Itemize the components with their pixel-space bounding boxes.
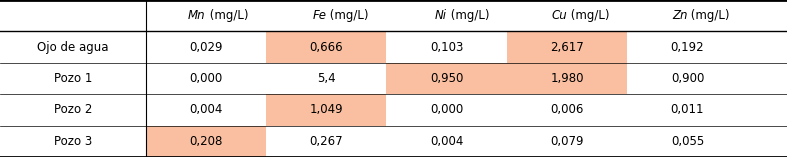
Text: 0,004: 0,004 (189, 103, 223, 116)
Text: Zn: Zn (672, 9, 688, 22)
Text: 0,666: 0,666 (309, 41, 343, 54)
Text: 1,980: 1,980 (550, 72, 584, 85)
Text: Pozo 1: Pozo 1 (54, 72, 92, 85)
Text: 2,617: 2,617 (550, 41, 584, 54)
Text: Mn: Mn (188, 9, 206, 22)
Text: Fe: Fe (312, 9, 327, 22)
Bar (507, 31, 627, 63)
Text: 5,4: 5,4 (317, 72, 335, 85)
Text: 0,900: 0,900 (671, 72, 704, 85)
Text: 0,103: 0,103 (430, 41, 464, 54)
Text: 0,004: 0,004 (430, 135, 464, 148)
Bar (266, 31, 386, 63)
Text: (mg/L): (mg/L) (688, 9, 730, 22)
Text: Pozo 3: Pozo 3 (54, 135, 92, 148)
Text: 0,267: 0,267 (309, 135, 343, 148)
Bar (266, 94, 386, 126)
Text: Cu: Cu (551, 9, 567, 22)
Text: (mg/L): (mg/L) (206, 9, 249, 22)
Text: (mg/L): (mg/L) (327, 9, 369, 22)
Text: Ni: Ni (434, 9, 447, 22)
Text: 0,055: 0,055 (671, 135, 704, 148)
Text: Ojo de agua: Ojo de agua (37, 41, 109, 54)
Text: 0,000: 0,000 (430, 103, 464, 116)
Bar (386, 63, 507, 94)
Text: (mg/L): (mg/L) (447, 9, 490, 22)
Text: 0,006: 0,006 (550, 103, 584, 116)
Bar (507, 63, 627, 94)
Text: 0,208: 0,208 (189, 135, 223, 148)
Text: 0,029: 0,029 (189, 41, 223, 54)
Text: 1,049: 1,049 (309, 103, 343, 116)
Text: 0,192: 0,192 (671, 41, 704, 54)
Text: 0,000: 0,000 (189, 72, 223, 85)
Bar (146, 126, 266, 157)
Text: 0,011: 0,011 (671, 103, 704, 116)
Text: (mg/L): (mg/L) (567, 9, 610, 22)
Text: 0,079: 0,079 (550, 135, 584, 148)
Text: 0,950: 0,950 (430, 72, 464, 85)
Text: Pozo 2: Pozo 2 (54, 103, 92, 116)
